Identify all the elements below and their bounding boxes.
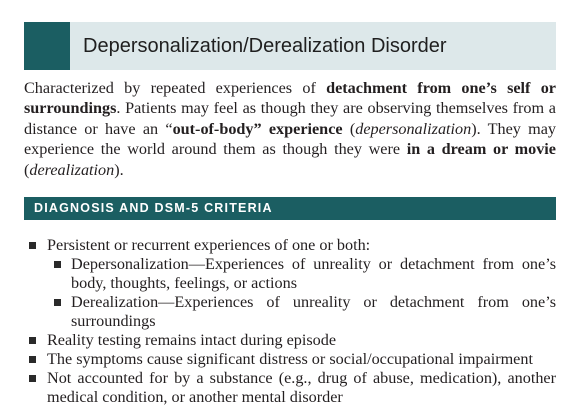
list-item: Reality testing remains intact during ep… (24, 331, 556, 350)
sub-list-item: Derealization—Experiences of unreality o… (24, 293, 556, 331)
sub-list-item-text: Depersonalization—Experiences of unreali… (71, 255, 556, 292)
square-bullet-icon (54, 261, 61, 268)
list-item: The symptoms cause significant distress … (24, 350, 556, 369)
square-bullet-icon (29, 242, 36, 249)
intro-text-5: ( (24, 160, 30, 179)
square-bullet-icon (29, 375, 36, 382)
square-bullet-icon (54, 299, 61, 306)
intro-italic-2: derealization (29, 160, 115, 179)
intro-bold-2: out-of-body” experience (172, 119, 343, 138)
intro-bold-1: detachment from one’s self or surroundin… (24, 79, 556, 118)
intro-text-6: ). (114, 160, 124, 179)
page-title: Depersonalization/Derealization Disorder (83, 35, 447, 57)
section-header-bar: DIAGNOSIS AND DSM-5 CRITERIA (24, 197, 556, 220)
intro-paragraph: Characterized by repeated experiences of… (24, 78, 556, 180)
title-bar: Depersonalization/Derealization Disorder (24, 22, 556, 70)
criteria-list: Persistent or recurrent experiences of o… (24, 236, 556, 407)
list-item-text: Not accounted for by a substance (e.g., … (47, 369, 556, 406)
section-header: DIAGNOSIS AND DSM-5 CRITERIA (34, 201, 273, 215)
square-bullet-icon (29, 337, 36, 344)
list-item-text: Reality testing remains intact during ep… (47, 331, 337, 349)
list-item-text: Persistent or recurrent experiences of o… (47, 236, 371, 254)
title-accent-block (24, 22, 70, 70)
intro-bold-3: in a dream or movie (406, 140, 556, 159)
intro-text-3: ( (342, 119, 356, 138)
intro-text-2: . Patients may feel as though they are o… (24, 99, 556, 138)
intro-italic-1: depersonalization (355, 119, 472, 138)
square-bullet-icon (29, 356, 36, 363)
list-item: Persistent or recurrent experiences of o… (24, 236, 556, 255)
sub-list-item-text: Derealization—Experiences of unreality o… (71, 293, 556, 330)
intro-text-1: Characterized by repeated experiences of (24, 79, 327, 97)
list-item: Not accounted for by a substance (e.g., … (24, 369, 556, 407)
list-item-text: The symptoms cause significant distress … (47, 350, 533, 368)
intro-text-4: ). They may experience the world around … (24, 119, 557, 159)
sub-list-item: Depersonalization—Experiences of unreali… (24, 255, 556, 293)
